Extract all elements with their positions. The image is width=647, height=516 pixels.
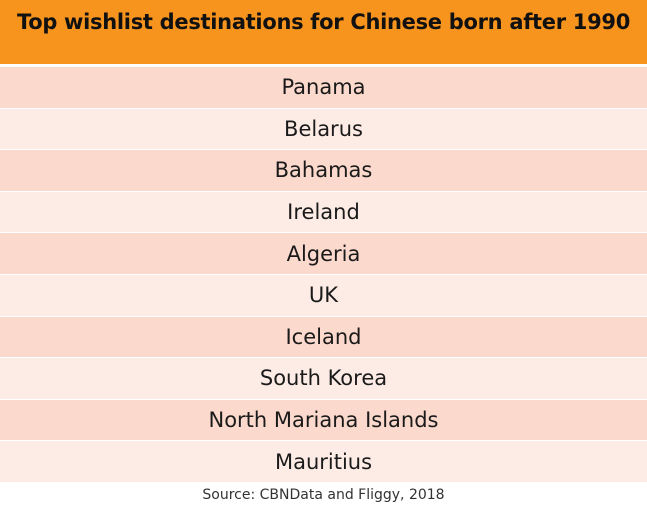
destination-label: Ireland [287,200,360,225]
destination-label: Belarus [284,116,363,141]
table-body: Panama Belarus Bahamas Ireland Algeria UK Icel… [0,67,647,483]
table-row: Ireland [0,191,647,234]
table-row: UK [0,274,647,317]
source-note: Source: CBNData and Fliggy, 2018 [202,487,445,503]
destination-label: North Mariana Islands [208,408,439,433]
table-row: South Korea [0,358,647,400]
destination-label: South Korea [259,366,388,391]
destinations-table: Top wishlist destinations for Chinese bo… [0,0,647,483]
destination-label: Algeria [286,241,361,266]
table-row: Iceland [0,316,647,359]
destination-label: Bahamas [274,158,373,183]
destination-label: Mauritius [274,449,373,474]
table-row: Bahamas [0,150,647,192]
table-header: Top wishlist destinations for Chinese bo… [0,0,647,67]
table-row: Mauritius [0,441,647,483]
destination-label: Iceland [285,324,362,349]
destination-label: Panama [281,75,366,100]
destination-label: UK [308,283,339,308]
table-row: Panama [0,67,647,109]
table-row: North Mariana Islands [0,399,647,442]
table-row: Belarus [0,108,647,151]
table-row: Algeria [0,233,647,275]
chart-title: Top wishlist destinations for Chinese bo… [16,10,631,34]
